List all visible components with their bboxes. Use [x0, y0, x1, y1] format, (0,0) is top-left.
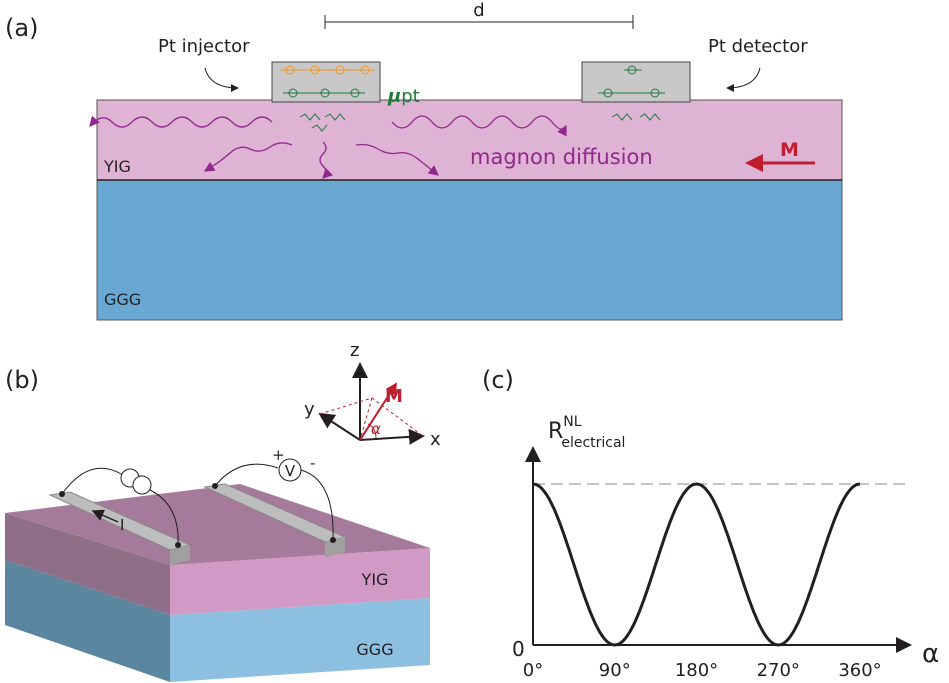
x-tick-label: 0° [523, 660, 543, 681]
x-tick-label: 360° [838, 660, 881, 681]
axis-x-label: x [430, 429, 441, 450]
voltmeter-label: V [285, 462, 296, 480]
yig-label: YIG [103, 157, 131, 176]
ggg-layer [97, 180, 842, 320]
x-tick-label: 90° [599, 660, 631, 681]
injector-label: Pt injector [158, 36, 250, 57]
mu: μ [387, 86, 401, 107]
minus-label: - [310, 454, 315, 472]
angle-label: α [371, 420, 381, 438]
x-tick-label: 270° [757, 660, 800, 681]
detector-arrow [727, 68, 760, 88]
page: {"panel_a": {"label": "(a)", "distance":… [0, 0, 949, 683]
panel-a: (a) μpt d Pt injector Pt detector magnon… [5, 0, 842, 320]
diffusion-label: magnon diffusion [470, 145, 653, 169]
mu-label: μpt [387, 86, 420, 107]
panel-label: (c) [482, 366, 514, 394]
ggg-label: GGG [104, 290, 141, 309]
mu-sub: pt [401, 86, 419, 107]
panel-label: (a) [5, 14, 38, 42]
y-label-sup: NL [563, 414, 581, 430]
y-origin-label: 0 [512, 637, 525, 661]
curve [533, 484, 860, 645]
panel-label: (b) [5, 366, 39, 394]
y-label-sub: electrical [561, 435, 625, 451]
magnetization-label: M [385, 386, 403, 407]
axis-y-label: y [304, 399, 315, 420]
injector-arrow [205, 68, 238, 88]
plus-label: + [272, 446, 285, 464]
yig-label: YIG [361, 570, 389, 589]
x-tick-label: 180° [675, 660, 718, 681]
pt-injector [272, 62, 380, 102]
ggg-label: GGG [356, 640, 393, 659]
contact [212, 483, 218, 489]
panel-b: (b) V + - I YIG GGG z x y M α [5, 340, 441, 682]
contact [330, 537, 336, 543]
distance-label: d [473, 0, 484, 21]
figure: (a) μpt d Pt injector Pt detector magnon… [0, 0, 949, 683]
axis-z-label: z [350, 340, 359, 361]
current-label: I [120, 516, 124, 534]
contact [59, 491, 65, 497]
x-ticks: 0° 90° 180° 270° 360° [523, 660, 882, 681]
magnetization-label: M [780, 139, 799, 161]
x-axis-label: α [922, 639, 939, 669]
detector-label: Pt detector [708, 36, 808, 57]
contact [175, 542, 181, 548]
